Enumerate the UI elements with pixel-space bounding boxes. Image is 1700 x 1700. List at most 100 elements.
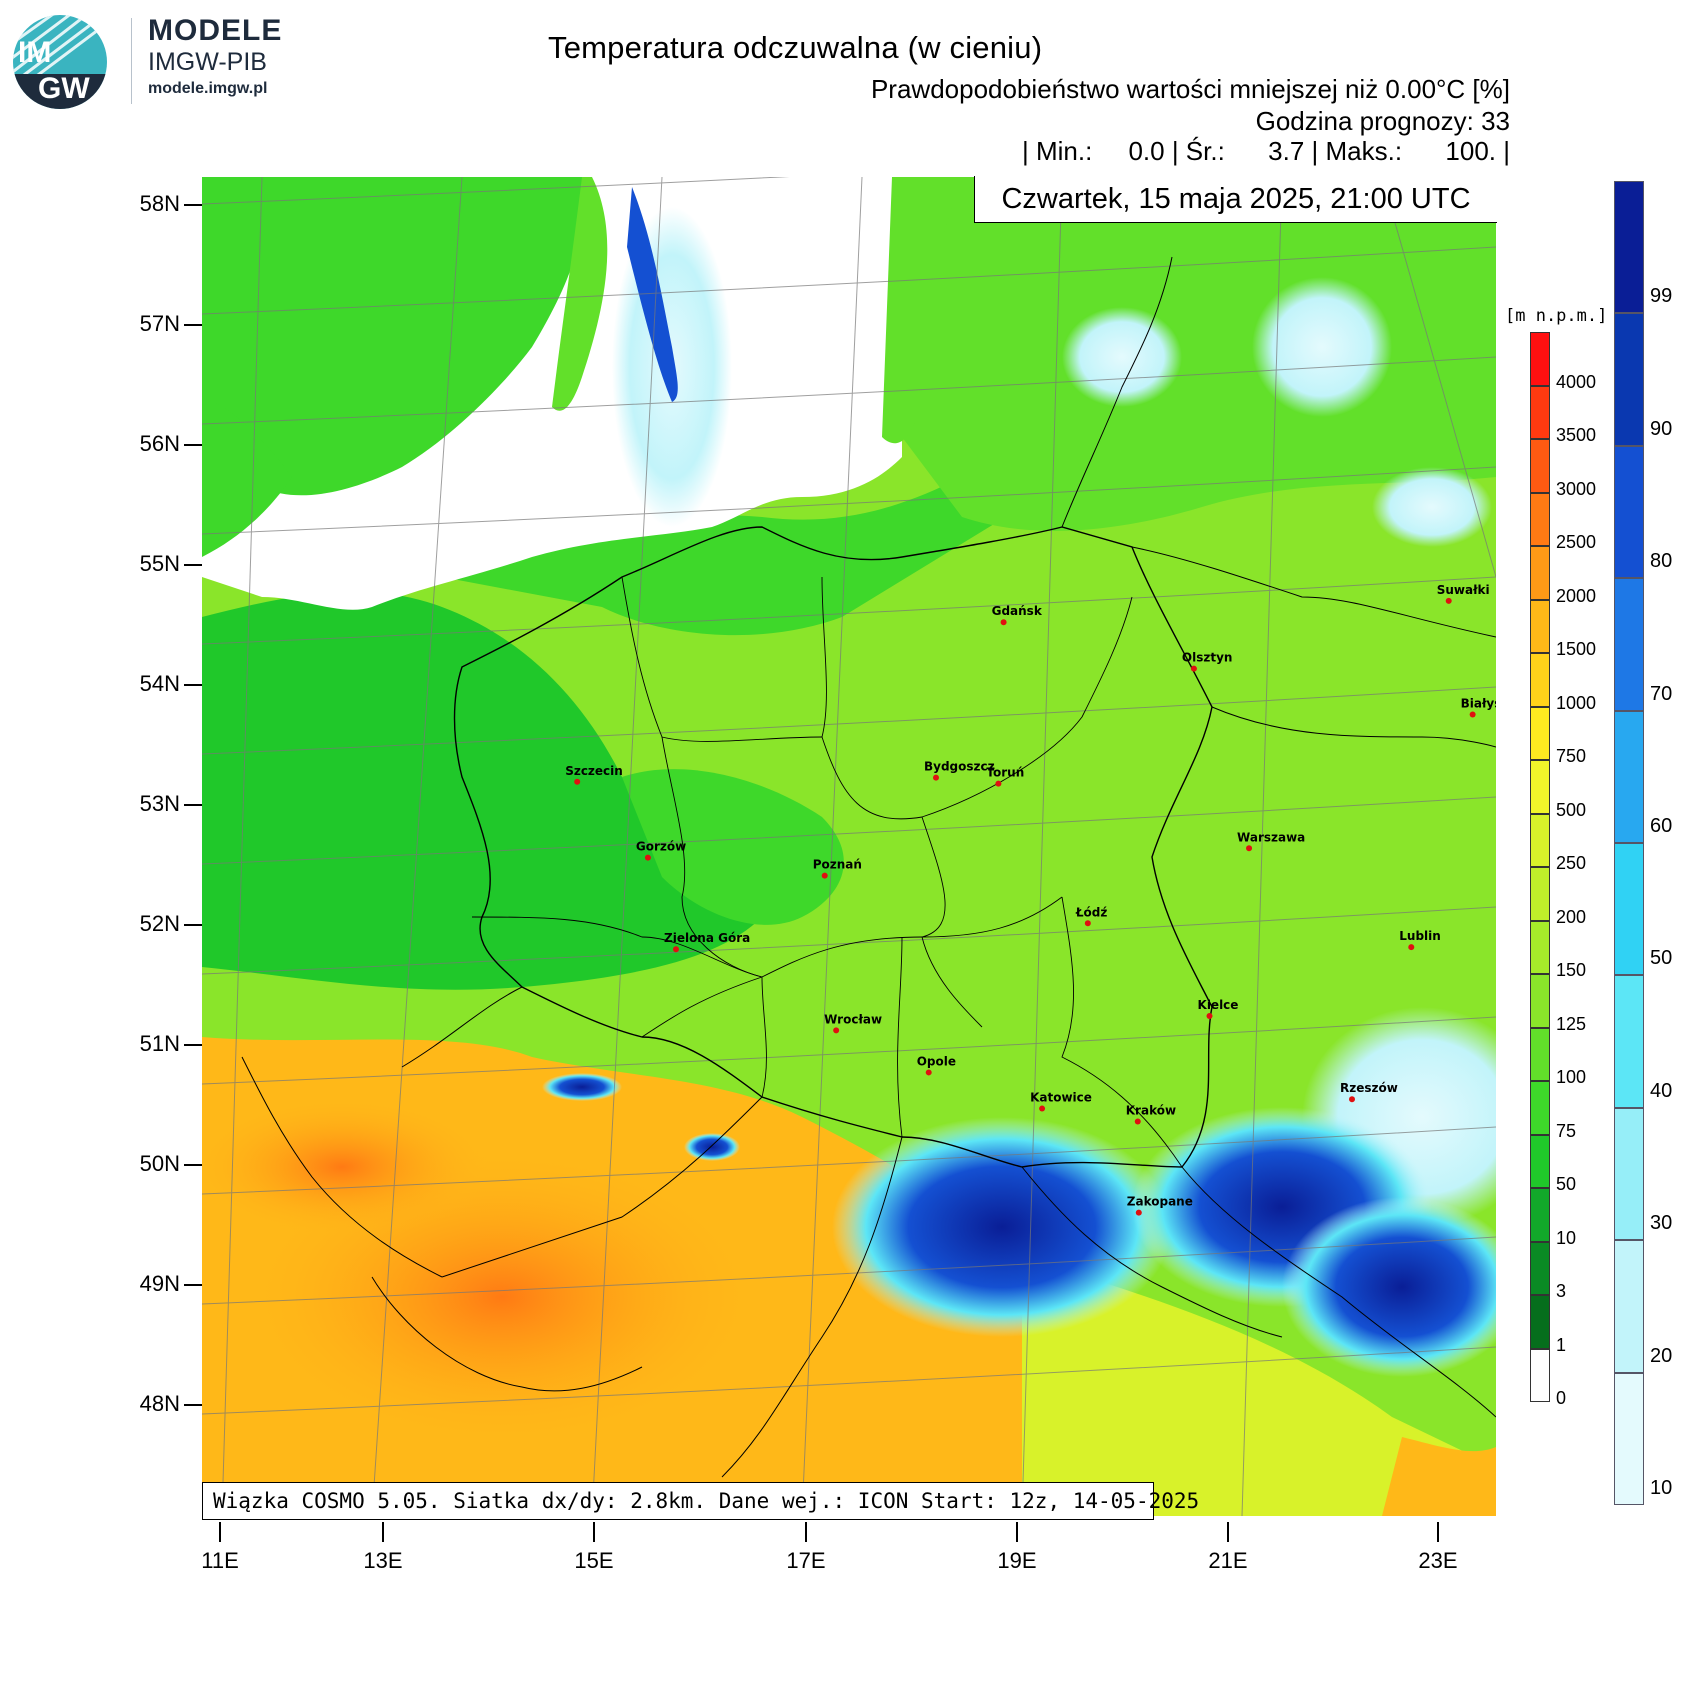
lon-tick-label: 15E (574, 1548, 614, 1573)
terrain-scale-label: 0 (1556, 1388, 1567, 1408)
terrain-west-green (202, 591, 762, 990)
city-marker (821, 872, 828, 879)
lat-tick (184, 444, 202, 446)
probability-scale-label: 40 (1650, 1079, 1673, 1102)
graticule (202, 177, 1496, 1516)
terrain-central-green (622, 769, 844, 925)
city-marker (1134, 1118, 1141, 1125)
city-label: Olsztyn (1182, 651, 1233, 665)
probability-scale-label: 20 (1650, 1344, 1673, 1367)
lon-tick (805, 1522, 807, 1542)
probability-scale-label: 50 (1650, 947, 1673, 970)
lat-tick-label: 53N (139, 791, 180, 816)
city-label: Toruń (986, 766, 1024, 780)
prob-carpathians-east (1282, 1197, 1496, 1377)
probability-color-swatch (1614, 445, 1644, 579)
terrain-orange-core-2 (202, 1097, 492, 1237)
lat-tick (184, 1284, 202, 1286)
probability-color-swatch (1614, 578, 1644, 711)
terrain-color-swatch (1530, 813, 1550, 867)
lat-tick (184, 564, 202, 566)
cities-layer: Gdańsk Suwałki Olsztyn Białystok Szczecin Byd… (565, 583, 1496, 1216)
lat-tick (184, 1044, 202, 1046)
lat-tick-label: 57N (139, 311, 180, 336)
city-label: Kraków (1126, 1104, 1176, 1118)
terrain-color-swatch (1530, 760, 1550, 814)
lat-tick-label: 52N (139, 911, 180, 936)
city-label: Gdańsk (992, 604, 1043, 618)
terrain-scale-label: 1 (1556, 1334, 1567, 1355)
terrain-scale-label: 2000 (1556, 585, 1597, 606)
city-label: Gorzów (636, 840, 686, 854)
city-marker (995, 780, 1002, 787)
terrain-scale-label: 150 (1556, 960, 1587, 980)
prob-ne-patch-3 (1372, 467, 1492, 547)
lat-tick-label: 50N (139, 1151, 180, 1176)
lon-tick (382, 1522, 384, 1542)
terrain-color-swatch (1530, 706, 1550, 760)
lat-tick (184, 324, 202, 326)
probability-color-swatch (1614, 843, 1644, 976)
terrain-southeast-yellow (1022, 1257, 1496, 1516)
probability-scale-label: 60 (1650, 815, 1673, 837)
prob-sudety-2 (684, 1133, 740, 1161)
terrain-scale-label: 100 (1556, 1067, 1587, 1087)
terrain-color-swatch (1530, 546, 1550, 600)
prob-ne-patch-1 (1062, 307, 1182, 407)
lat-tick (184, 804, 202, 806)
city-label: Rzeszów (1340, 1081, 1398, 1095)
city-label: Łódź (1075, 905, 1108, 919)
probability-scale-label: 30 (1650, 1212, 1673, 1235)
city-label: Zakopane (1127, 1195, 1193, 1209)
terrain-denmark (202, 397, 292, 557)
city-marker (1206, 1013, 1213, 1020)
forecast-map[interactable]: Gdańsk Suwałki Olsztyn Białystok Szczecin Byd… (202, 177, 1496, 1516)
city-marker (933, 774, 939, 781)
lat-tick (184, 1164, 202, 1166)
city-label: Zielona Góra (664, 931, 750, 945)
model-run-info: Wiązka COSMO 5.05. Siatka dx/dy: 2.8km. … (202, 1482, 1199, 1520)
lon-tick-label: 19E (997, 1548, 1037, 1573)
terrain-northeast-green (902, 177, 1496, 531)
terrain-scale-label: 50 (1556, 1174, 1577, 1194)
city-marker (1190, 665, 1197, 672)
city-marker (1246, 845, 1253, 852)
lon-tick-label: 23E (1418, 1548, 1458, 1573)
prob-tatra (832, 1117, 1172, 1337)
logo-imgw-pib: IMGW-PIB (148, 48, 267, 76)
logo-separator (131, 18, 132, 104)
lon-tick-label: 13E (363, 1548, 403, 1573)
probability-color-swatch (1614, 181, 1644, 314)
terrain-scale-label: 3 (1556, 1281, 1567, 1301)
terrain-scale-label: 200 (1556, 906, 1587, 927)
page-subtitle: Prawdopodobieństwo wartości mniejszej ni… (870, 74, 1510, 104)
city-marker (673, 946, 679, 953)
city-label: Poznań (813, 858, 862, 872)
city-marker (644, 854, 651, 861)
terrain-color-swatch (1530, 1134, 1550, 1188)
city-label: Szczecin (565, 764, 623, 778)
lon-tick (1016, 1522, 1018, 1542)
terrain-color-swatch (1530, 1027, 1550, 1081)
logo-badge-top: IM (18, 36, 51, 69)
terrain-color-swatch (1530, 920, 1550, 974)
terrain-color-swatch (1530, 492, 1550, 546)
prob-sudety (542, 1073, 622, 1101)
terrain-scale-label: 3500 (1556, 425, 1597, 445)
voivodeship-borders (471, 576, 1183, 1168)
logo-url[interactable]: modele.imgw.pl (148, 80, 268, 97)
probability-color-swatch (1614, 313, 1644, 446)
terrain-color-swatch (1530, 385, 1550, 439)
terrain-southeast-orange (1382, 1437, 1496, 1516)
terrain-scale-label: 500 (1556, 799, 1587, 820)
lon-tick-label: 21E (1208, 1548, 1248, 1573)
lon-tick (1437, 1522, 1439, 1542)
terrain-scale-label: 1000 (1556, 692, 1597, 713)
lon-tick-label: 11E (201, 1548, 239, 1573)
lat-tick-label: 51N (139, 1031, 180, 1056)
terrain-scale-label: 4000 (1556, 371, 1597, 392)
terrain-color-swatch (1530, 1188, 1550, 1242)
lon-tick-label: 17E (786, 1548, 826, 1573)
valid-date-label: Czwartek, 15 maja 2025, 21:00 UTC (974, 176, 1497, 223)
terrain-scale-label: 10 (1556, 1227, 1577, 1248)
